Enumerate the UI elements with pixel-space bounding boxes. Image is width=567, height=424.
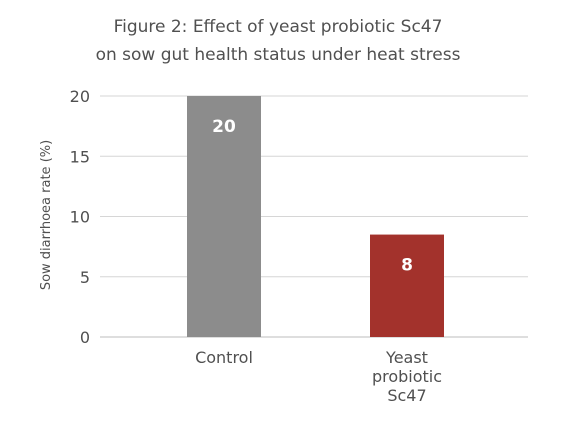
bar <box>370 234 444 337</box>
y-tick-label: 15 <box>70 147 90 166</box>
y-tick-label: 0 <box>80 328 90 347</box>
y-axis-label: Sow diarrhoea rate (%) <box>39 140 54 290</box>
bar <box>187 96 261 337</box>
bars: 20 8 <box>187 96 444 337</box>
data-label: 8 <box>401 256 413 276</box>
chart-title-line-1: Figure 2: Effect of yeast probiotic Sc47 <box>114 17 443 37</box>
gridlines <box>100 95 528 338</box>
x-category-label: Control <box>195 348 253 367</box>
y-tick-label: 10 <box>70 208 90 227</box>
y-tick-label: 5 <box>80 268 90 287</box>
chart-title-line-2: on sow gut health status under heat stre… <box>96 45 461 65</box>
category-labels: Control Yeast probiotic Sc47 <box>195 348 442 405</box>
y-axis-ticks: 0 5 10 15 20 <box>70 87 90 347</box>
data-label: 20 <box>212 117 236 137</box>
x-category-label: Yeast probiotic Sc47 <box>372 348 442 405</box>
y-tick-label: 20 <box>70 87 90 106</box>
